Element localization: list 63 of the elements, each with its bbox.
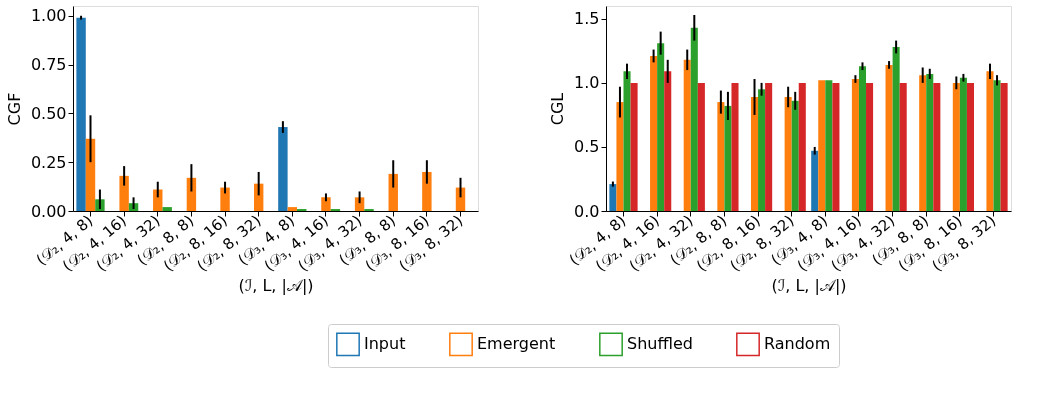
bar — [119, 175, 129, 211]
bar — [899, 82, 907, 211]
y-tick-label: 0.0 — [574, 201, 600, 221]
bar — [832, 82, 840, 211]
bar — [1000, 82, 1008, 211]
bar — [926, 73, 934, 211]
bar — [858, 66, 867, 211]
bar — [986, 71, 994, 211]
bar — [885, 64, 893, 211]
y-tick-label: 0.25 — [30, 152, 67, 172]
legend-label: Emergent — [477, 334, 556, 354]
y-tick-label: 1.0 — [574, 73, 600, 93]
bar — [616, 102, 624, 211]
bar — [630, 82, 638, 211]
x-axis-title: (ℐ, L, |𝒜|) — [771, 276, 847, 296]
bar — [758, 89, 766, 211]
legend-label: Random — [764, 334, 831, 354]
bar — [919, 75, 927, 211]
bar — [278, 127, 288, 211]
bar — [791, 100, 799, 211]
y-tick-label: 0.00 — [30, 201, 67, 221]
bar — [76, 17, 86, 211]
bar — [220, 187, 230, 211]
bar — [422, 171, 432, 211]
bar — [798, 82, 806, 211]
bar — [811, 150, 819, 211]
bar — [892, 47, 900, 211]
y-tick-label: 1.5 — [574, 9, 600, 29]
y-axis-title: CGF — [4, 92, 24, 126]
bar — [731, 82, 739, 211]
bar — [724, 105, 732, 211]
bar — [697, 82, 705, 211]
bar — [784, 96, 792, 211]
y-tick-label: 0.75 — [30, 55, 67, 75]
bar — [623, 71, 631, 211]
bar — [683, 59, 691, 211]
bar — [765, 82, 773, 211]
bar — [650, 55, 658, 211]
bar — [818, 80, 826, 211]
y-tick-label: 1.00 — [30, 6, 67, 26]
bar — [933, 82, 941, 211]
bar — [321, 197, 331, 211]
bar — [993, 80, 1001, 211]
y-axis-title: CGL — [548, 92, 568, 126]
bar — [657, 43, 665, 211]
y-tick-label: 0.5 — [574, 137, 600, 157]
bar — [609, 184, 617, 211]
legend-label: Input — [364, 334, 406, 354]
bar — [162, 207, 172, 211]
bar — [866, 82, 874, 211]
bar — [851, 79, 859, 211]
legend-label: Shuffled — [627, 334, 693, 354]
bar — [959, 77, 967, 211]
bar — [750, 96, 759, 211]
bar — [664, 71, 672, 211]
bar — [952, 82, 960, 211]
y-tick-label: 0.50 — [30, 103, 67, 123]
bar — [690, 27, 698, 211]
bar — [825, 80, 833, 211]
bar — [287, 207, 298, 211]
x-axis-title: (ℐ, L, |𝒜|) — [238, 276, 314, 296]
bar — [717, 102, 725, 211]
bar — [966, 82, 974, 211]
